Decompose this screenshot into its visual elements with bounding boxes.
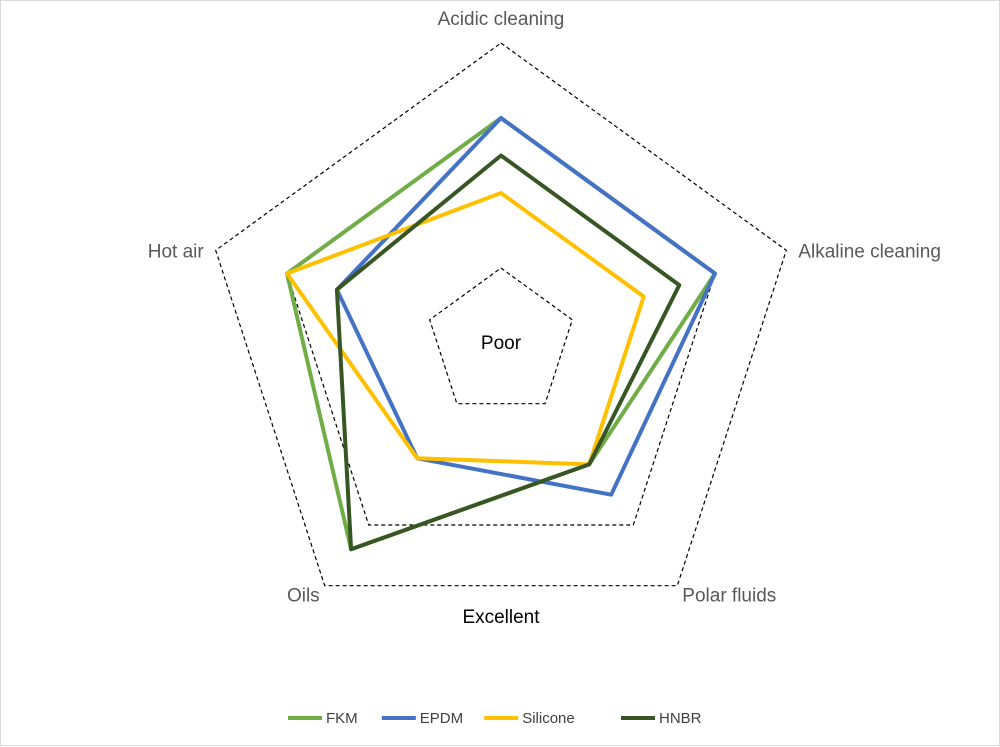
axis-label-acidic-cleaning: Acidic cleaning (438, 9, 565, 30)
legend-label-fkm: FKM (326, 710, 358, 727)
legend-label-hnbr: HNBR (659, 710, 702, 727)
axis-label-oils: Oils (287, 586, 320, 607)
series-line-hnbr (334, 153, 682, 552)
axis-label-alkaline-cleaning: Alkaline cleaning (798, 241, 941, 262)
series-lines (285, 116, 717, 552)
grid-rings (214, 42, 788, 587)
legend-label-epdm: EPDM (420, 710, 463, 727)
scale-label-outer: Excellent (462, 607, 540, 628)
scale-label-inner: Poor (481, 333, 522, 354)
series-line-silicone (285, 191, 646, 467)
series-line-epdm (334, 116, 717, 497)
legend-label-silicone: Silicone (522, 710, 575, 727)
grid-ring-3 (214, 42, 788, 587)
axis-label-hot-air: Hot air (148, 241, 205, 262)
grid-ring-1 (428, 267, 574, 405)
legend: FKM EPDM Silicone HNBR (288, 710, 702, 727)
axis-label-polar-fluids: Polar fluids (682, 586, 776, 607)
axis-labels: Acidic cleaning Alkaline cleaning Polar fl… (148, 9, 941, 607)
